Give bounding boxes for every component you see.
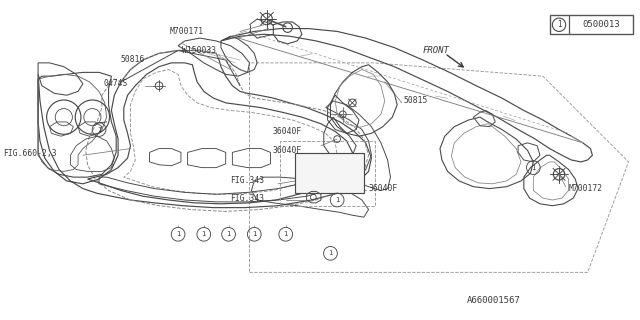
- FancyBboxPatch shape: [295, 153, 364, 193]
- Text: FRONT: FRONT: [423, 46, 450, 55]
- Text: 1: 1: [176, 231, 180, 237]
- Text: M700172: M700172: [568, 184, 603, 193]
- Text: W150033: W150033: [182, 46, 216, 55]
- Text: FIG.660-2,3: FIG.660-2,3: [3, 149, 57, 158]
- Text: 1: 1: [531, 164, 536, 171]
- Text: 50815: 50815: [404, 96, 428, 106]
- Text: 1: 1: [335, 197, 339, 203]
- Text: FIG.343: FIG.343: [230, 176, 264, 186]
- Text: 50816: 50816: [120, 55, 145, 65]
- Text: 36040F: 36040F: [369, 184, 398, 193]
- Text: FIG.343: FIG.343: [230, 194, 264, 203]
- Text: 36040F: 36040F: [273, 127, 302, 136]
- Text: 1: 1: [252, 231, 257, 237]
- Text: 0500013: 0500013: [582, 20, 620, 29]
- Text: 1: 1: [97, 126, 101, 132]
- Text: 1: 1: [202, 231, 206, 237]
- Text: 1: 1: [328, 250, 333, 256]
- Text: 1: 1: [284, 231, 288, 237]
- Text: 0474S: 0474S: [103, 79, 127, 88]
- Text: A660001567: A660001567: [467, 296, 520, 306]
- Text: M700171: M700171: [170, 27, 204, 36]
- Text: 36040F: 36040F: [273, 146, 302, 155]
- Text: 1: 1: [227, 231, 231, 237]
- Text: 1: 1: [557, 20, 561, 29]
